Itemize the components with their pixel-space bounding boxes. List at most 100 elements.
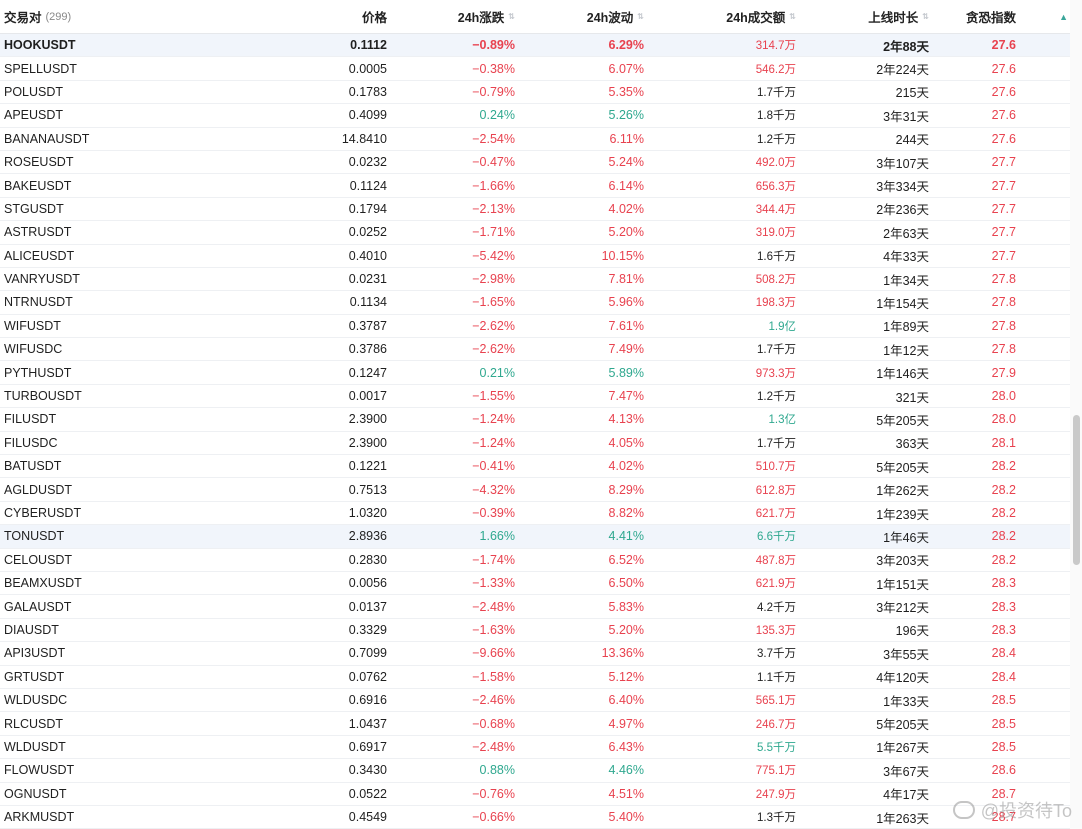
header-amount[interactable]: 24h成交额 ⇅ <box>726 0 796 33</box>
scrollbar-track[interactable] <box>1070 0 1082 829</box>
change-cell: −1.24% <box>472 435 515 450</box>
symbol-cell[interactable]: BEAMXUSDT <box>4 576 82 591</box>
table-row[interactable]: POLUSDT 0.1783 −0.79% 5.35% 1.7千万 215天 27.6 <box>0 81 1070 105</box>
symbol-cell[interactable]: WLDUSDC <box>4 693 68 708</box>
symbol-cell[interactable]: HOOKUSDT <box>4 38 76 53</box>
header-age[interactable]: 上线时长 ⇅ <box>868 0 929 33</box>
table-row[interactable]: ARKMUSDT 0.4549 −0.66% 5.40% 1.3千万 1年263天 28.7 <box>0 806 1070 829</box>
symbol-cell[interactable]: CYBERUSDT <box>4 506 82 520</box>
table-row[interactable]: GRTUSDT 0.0762 −1.58% 5.12% 1.1千万 4年120天 28.4 <box>0 666 1070 689</box>
table-row[interactable]: ASTRUSDT 0.0252 −1.71% 5.20% 319.0万 2年63天 27.7 <box>0 221 1070 245</box>
symbol-cell[interactable]: BAKEUSDT <box>4 178 72 193</box>
change-cell: 0.88% <box>479 763 515 778</box>
scrollbar-thumb[interactable] <box>1073 415 1080 565</box>
symbol-cell[interactable]: FILUSDC <box>4 435 58 450</box>
symbol-cell[interactable]: TONUSDT <box>4 529 65 544</box>
symbol-cell[interactable]: WLDUSDT <box>4 739 66 754</box>
table-row[interactable]: BAKEUSDT 0.1124 −1.66% 6.14% 656.3万 3年334天 27.… <box>0 174 1070 198</box>
table-row[interactable]: FILUSDC 2.3900 −1.24% 4.05% 1.7千万 363天 28.1 <box>0 432 1070 456</box>
table-row[interactable]: HOOKUSDT 0.1112 −0.89% 6.29% 314.7万 2年88天 27.6 <box>0 34 1070 58</box>
symbol-cell[interactable]: CELOUSDT <box>4 552 73 567</box>
header-price[interactable]: 价格 <box>362 0 387 33</box>
table-row[interactable]: BATUSDT 0.1221 −0.41% 4.02% 510.7万 5年205天 28.2 <box>0 455 1070 479</box>
volatility-cell: 7.61% <box>608 318 644 333</box>
table-row[interactable]: WLDUSDC 0.6916 −2.46% 6.40% 565.1万 1年33天 28.5 <box>0 689 1070 713</box>
symbol-cell[interactable]: TURBOUSDT <box>4 389 82 404</box>
table-row[interactable]: DIAUSDT 0.3329 −1.63% 5.20% 135.3万 196天 28.3 <box>0 619 1070 643</box>
symbol-cell[interactable]: BANANAUSDT <box>4 131 90 146</box>
symbol-cell[interactable]: POLUSDT <box>4 84 64 99</box>
fear-greed-cell: 28.5 <box>991 739 1016 754</box>
symbol-cell[interactable]: ROSEUSDT <box>4 155 74 170</box>
symbol-cell[interactable]: VANRYUSDT <box>4 272 80 287</box>
table-row[interactable]: SPELLUSDT 0.0005 −0.38% 6.07% 546.2万 2年224天 27… <box>0 57 1070 81</box>
sort-icon[interactable]: ⇅ <box>789 11 796 21</box>
table-row[interactable]: BANANAUSDT 14.8410 −2.54% 6.11% 1.2千万 244天 27.… <box>0 128 1070 151</box>
symbol-cell[interactable]: PYTHUSDT <box>4 365 72 380</box>
table-row[interactable]: BEAMXUSDT 0.0056 −1.33% 6.50% 621.9万 1年151天 28… <box>0 572 1070 596</box>
sort-icon[interactable]: ⇅ <box>637 11 644 21</box>
sort-icon[interactable]: ⇅ <box>508 11 515 21</box>
table-row[interactable]: ALICEUSDT 0.4010 −5.42% 10.15% 1.6千万 4年33天 27.… <box>0 245 1070 268</box>
symbol-cell[interactable]: WIFUSDC <box>4 342 63 357</box>
table-row[interactable]: VANRYUSDT 0.0231 −2.98% 7.81% 508.2万 1年34天 27.… <box>0 268 1070 292</box>
header-symbol[interactable]: 交易对 (299) <box>4 0 71 33</box>
symbol-cell[interactable]: FILUSDT <box>4 412 57 427</box>
symbol-cell[interactable]: GRTUSDT <box>4 669 65 684</box>
symbol-cell[interactable]: NTRNUSDT <box>4 295 73 310</box>
table-row[interactable]: GALAUSDT 0.0137 −2.48% 5.83% 4.2千万 3年212天 28.3 <box>0 595 1070 619</box>
symbol-cell[interactable]: API3USDT <box>4 646 66 661</box>
fear-greed-cell: 28.4 <box>991 669 1016 684</box>
table-row[interactable]: CELOUSDT 0.2830 −1.74% 6.52% 487.8万 3年203天 28.… <box>0 549 1070 572</box>
table-row[interactable]: TURBOUSDT 0.0017 −1.55% 7.47% 1.2千万 321天 28.0 <box>0 385 1070 409</box>
table-row[interactable]: STGUSDT 0.1794 −2.13% 4.02% 344.4万 2年236天 27.7 <box>0 198 1070 222</box>
table-row[interactable]: NTRNUSDT 0.1134 −1.65% 5.96% 198.3万 1年154天 27.… <box>0 291 1070 315</box>
table-row[interactable]: API3USDT 0.7099 −9.66% 13.36% 3.7千万 3年55天 28.4 <box>0 642 1070 666</box>
symbol-cell[interactable]: AGLDUSDT <box>4 482 73 497</box>
change-cell: −5.42% <box>472 248 515 263</box>
symbol-cell[interactable]: BATUSDT <box>4 459 62 474</box>
volatility-cell: 5.20% <box>608 622 644 637</box>
table-row[interactable]: RLCUSDT 1.0437 −0.68% 4.97% 246.7万 5年205天 28.5 <box>0 712 1070 736</box>
symbol-cell[interactable]: ARKMUSDT <box>4 810 75 825</box>
table-row[interactable]: FILUSDT 2.3900 −1.24% 4.13% 1.3亿 5年205天 28.0 <box>0 408 1070 432</box>
symbol-cell[interactable]: OGNUSDT <box>4 786 67 801</box>
table-row[interactable]: APEUSDT 0.4099 0.24% 5.26% 1.8千万 3年31天 27.6 <box>0 104 1070 128</box>
header-volatility[interactable]: 24h波动 ⇅ <box>587 0 644 33</box>
table-row[interactable]: TONUSDT 2.8936 1.66% 4.41% 6.6千万 1年46天 28.2 <box>0 525 1070 549</box>
symbol-cell[interactable]: ASTRUSDT <box>4 225 72 240</box>
table-row[interactable]: OGNUSDT 0.0522 −0.76% 4.51% 247.9万 4年17天 28.7 <box>0 783 1070 806</box>
header-fear-greed[interactable]: 贪恐指数 <box>966 0 1016 33</box>
header-change[interactable]: 24h涨跌 ⇅ <box>458 0 515 33</box>
symbol-cell[interactable]: RLCUSDT <box>4 716 64 731</box>
price-cell: 2.3900 <box>348 435 387 450</box>
symbol-cell[interactable]: WIFUSDT <box>4 318 61 333</box>
amount-cell: 656.3万 <box>755 180 796 193</box>
table-row[interactable]: PYTHUSDT 0.1247 0.21% 5.89% 973.3万 1年146天 27.9 <box>0 361 1070 385</box>
table-row[interactable]: WIFUSDT 0.3787 −2.62% 7.61% 1.9亿 1年89天 27.8 <box>0 315 1070 339</box>
symbol-cell[interactable]: SPELLUSDT <box>4 61 77 76</box>
sort-icon[interactable]: ⇅ <box>922 11 929 21</box>
table-row[interactable]: CYBERUSDT 1.0320 −0.39% 8.82% 621.7万 1年239天 28… <box>0 502 1070 526</box>
table-row[interactable]: ROSEUSDT 0.0232 −0.47% 5.24% 492.0万 3年107天 27.… <box>0 151 1070 175</box>
symbol-cell[interactable]: GALAUSDT <box>4 599 72 614</box>
amount-cell: 612.8万 <box>755 484 796 497</box>
price-cell: 0.1794 <box>348 201 387 216</box>
symbol-cell[interactable]: FLOWUSDT <box>4 763 75 778</box>
symbol-cell[interactable]: DIAUSDT <box>4 622 59 637</box>
table-row[interactable]: WIFUSDC 0.3786 −2.62% 7.49% 1.7千万 1年12天 27.8 <box>0 338 1070 362</box>
volatility-cell: 4.51% <box>608 786 644 801</box>
symbol-cell[interactable]: APEUSDT <box>4 108 64 123</box>
change-cell: −2.62% <box>472 342 515 357</box>
table-row[interactable]: WLDUSDT 0.6917 −2.48% 6.43% 5.5千万 1年267天 28.5 <box>0 736 1070 760</box>
symbol-cell[interactable]: ALICEUSDT <box>4 248 75 263</box>
change-cell: −0.47% <box>472 155 515 170</box>
sort-ascending-icon[interactable]: ▲ <box>1059 12 1068 22</box>
age-cell: 3年203天 <box>876 554 929 569</box>
fear-greed-cell: 27.6 <box>991 38 1016 53</box>
fear-greed-cell: 27.6 <box>991 84 1016 99</box>
table-row[interactable]: FLOWUSDT 0.3430 0.88% 4.46% 775.1万 3年67天 28.6 <box>0 759 1070 783</box>
table-row[interactable]: AGLDUSDT 0.7513 −4.32% 8.29% 612.8万 1年262天 28.… <box>0 478 1070 502</box>
symbol-cell[interactable]: STGUSDT <box>4 201 64 216</box>
